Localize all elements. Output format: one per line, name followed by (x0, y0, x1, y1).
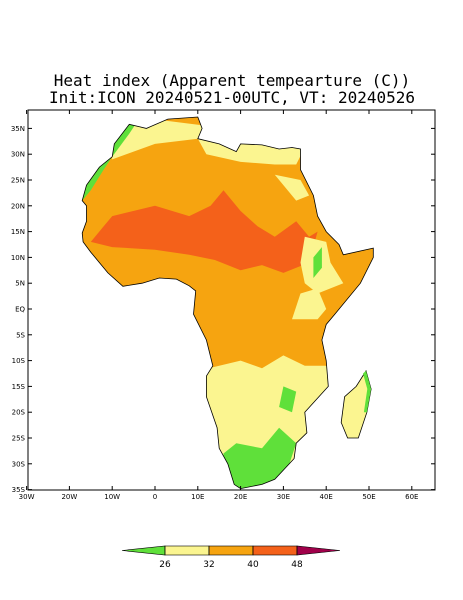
fields (82, 117, 344, 489)
coastline (81, 116, 374, 490)
lat-tick-label: 30N (11, 151, 25, 159)
map-frame (27, 109, 436, 491)
lon-tick-label: 10E (191, 493, 204, 501)
lat-tick-label: 35S (12, 486, 26, 494)
lat-tick-label: 30S (12, 460, 26, 468)
colorbar-segment (121, 545, 166, 556)
field-region (223, 427, 297, 489)
lat-tick-label: EQ (15, 306, 25, 314)
madagascar-field (363, 370, 372, 413)
madagascar (340, 369, 372, 439)
lon-tick-label: 50E (362, 493, 375, 501)
colorbar-label: 40 (247, 560, 259, 570)
lon-tick-label: 20E (234, 493, 247, 501)
subtitle: Init:ICON 20240521-00UTC, VT: 20240526 (49, 88, 415, 107)
lat-tick-label: 10N (11, 254, 25, 262)
colorbar-segment (164, 545, 210, 556)
field-region (292, 288, 327, 320)
lat-tick-label: 25N (11, 177, 25, 185)
colorbar-segment (252, 545, 298, 556)
field-region (279, 386, 297, 413)
map (81, 116, 374, 490)
lat-tick-label: 20S (12, 409, 26, 417)
lon-tick-label: 30E (277, 493, 290, 501)
lat-tick-label: 35N (11, 125, 25, 133)
lat-tick-label: 10S (12, 357, 26, 365)
lat-tick-label: 15S (12, 383, 26, 391)
lon-tick-label: 30W (19, 493, 35, 501)
colorbar-label: 26 (159, 560, 171, 570)
lon-tick-label: 20W (61, 493, 77, 501)
colorbar-label: 48 (291, 560, 303, 570)
lon-tick-label: 40E (320, 493, 333, 501)
field-region (274, 174, 310, 201)
lat-tick-label: 5N (15, 280, 25, 288)
lat-tick-label: 25S (12, 435, 26, 443)
lon-tick-label: 10W (104, 493, 120, 501)
field-region (313, 247, 322, 278)
field-region (90, 190, 318, 273)
lat-tick-label: 5S (16, 331, 25, 339)
lat-tick-label: 20N (11, 202, 25, 210)
lon-tick-label: 0 (153, 493, 157, 501)
colorbar-label: 32 (203, 560, 214, 570)
field-region (82, 120, 138, 206)
lat-tick-label: 15N (11, 228, 25, 236)
colorbar-segment (208, 545, 254, 556)
lon-tick-label: 60E (405, 493, 418, 501)
colorbar-segment (296, 545, 341, 556)
title: Heat index (Apparent tempearture (C)) (54, 71, 410, 90)
